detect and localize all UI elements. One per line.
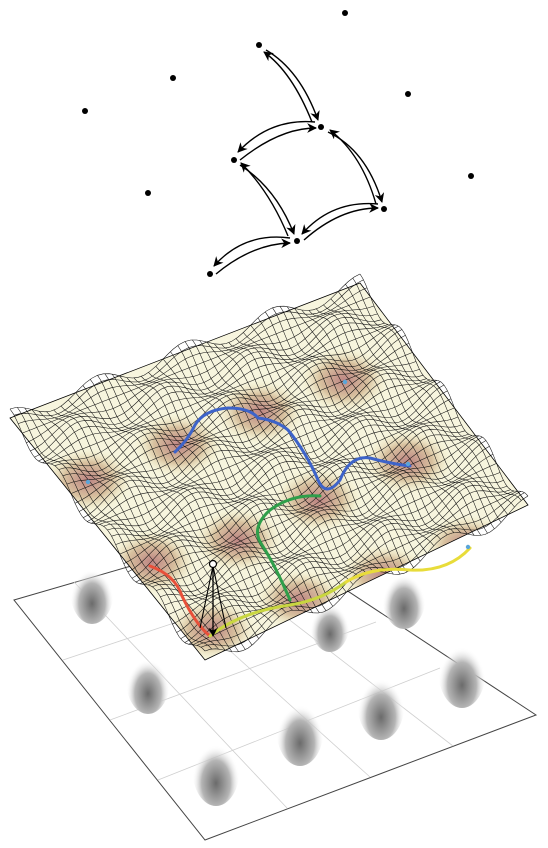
energy-well — [134, 413, 222, 477]
peak-mark — [357, 664, 405, 740]
lattice-point — [231, 157, 237, 163]
well-marker — [466, 545, 470, 549]
peak-mark — [438, 632, 486, 708]
lattice-point — [170, 75, 176, 81]
state-lattice — [82, 10, 474, 277]
transition-arrow — [216, 243, 290, 274]
lattice-point — [318, 124, 324, 130]
transition-arrow — [240, 128, 316, 160]
lattice-point — [468, 173, 474, 179]
peak-mark — [276, 690, 324, 766]
energy-well — [300, 348, 388, 412]
lattice-point — [381, 206, 387, 212]
lattice-point — [145, 190, 151, 196]
transition-arrow — [328, 132, 382, 202]
well-marker — [406, 462, 410, 466]
well-marker — [343, 380, 347, 384]
transition-arrow — [304, 208, 378, 240]
lattice-point — [294, 238, 300, 244]
transition-arrow — [240, 165, 294, 234]
lattice-point — [82, 108, 88, 114]
well-marker — [86, 480, 90, 484]
lattice-point — [342, 10, 348, 16]
lattice-point — [256, 42, 262, 48]
transition-arrow — [241, 163, 288, 236]
peak-mark — [192, 730, 240, 806]
transition-arrow — [264, 52, 312, 122]
lattice-point — [405, 91, 411, 97]
start-point-icon — [210, 561, 217, 568]
transition-arrow — [330, 130, 376, 204]
peak-mark — [70, 556, 114, 624]
peak-mark — [126, 646, 170, 714]
lattice-point — [207, 271, 213, 277]
